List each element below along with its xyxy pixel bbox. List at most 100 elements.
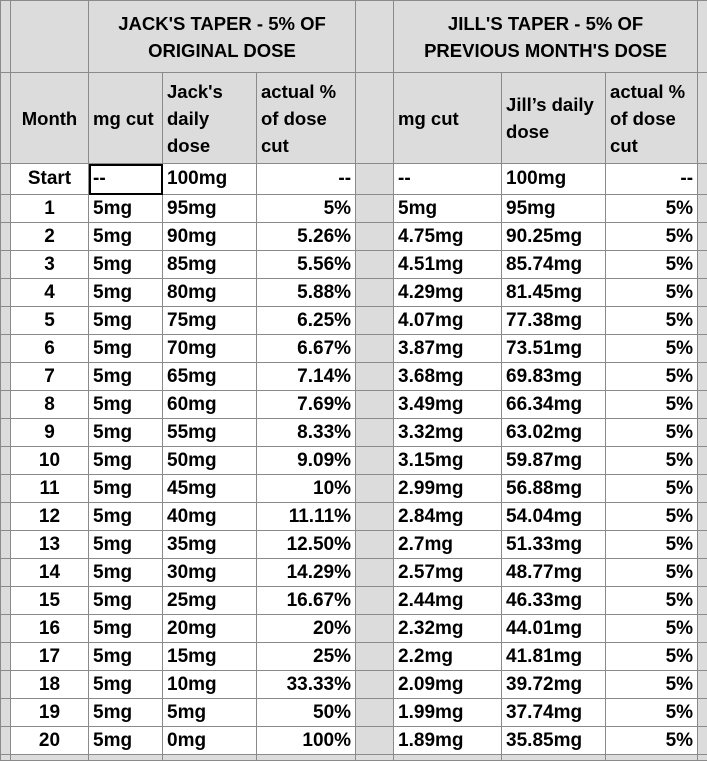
cell[interactable]: 81.45mg	[501, 278, 607, 307]
cell[interactable]: 5%	[605, 670, 699, 699]
cell[interactable]: 5mg	[88, 194, 163, 223]
cell[interactable]: 5%	[605, 362, 699, 391]
cell[interactable]: 60mg	[162, 390, 257, 419]
cell[interactable]: 100mg	[162, 163, 257, 195]
cell[interactable]: 5%	[605, 698, 699, 727]
cell[interactable]: Start	[10, 163, 89, 195]
cell[interactable]: 4.29mg	[393, 278, 503, 307]
cell[interactable]: 2.84mg	[393, 502, 503, 531]
cell[interactable]: JACK'S TAPER - 5% OF ORIGINAL DOSE	[87, 0, 357, 73]
cell[interactable]: 5%	[605, 334, 699, 363]
cell[interactable]: 4.75mg	[393, 222, 503, 251]
cell[interactable]: Jill’s daily dose	[501, 72, 607, 164]
cell[interactable]: 20%	[255, 614, 357, 643]
cell[interactable]: 5.26%	[255, 222, 357, 251]
cell[interactable]: 70mg	[162, 334, 257, 363]
cell[interactable]: 80mg	[162, 278, 257, 307]
cell[interactable]: 19	[10, 698, 89, 727]
cell[interactable]: 3.32mg	[393, 418, 503, 447]
cell[interactable]: 6.25%	[255, 306, 357, 335]
cell[interactable]: 6	[10, 334, 89, 363]
cell[interactable]: 5%	[605, 194, 699, 223]
cell[interactable]: --	[255, 163, 357, 195]
cell[interactable]: 2.32mg	[393, 614, 503, 643]
cell[interactable]: 5%	[605, 726, 699, 755]
cell[interactable]: 15mg	[162, 642, 257, 671]
cell[interactable]: 66.34mg	[501, 390, 607, 419]
cell[interactable]: 12.50%	[255, 530, 357, 559]
cell[interactable]: 95mg	[162, 194, 257, 223]
cell[interactable]: 7	[10, 362, 89, 391]
cell[interactable]: 20mg	[162, 614, 257, 643]
cell[interactable]: 25%	[255, 642, 357, 671]
cell[interactable]: 16	[10, 614, 89, 643]
cell[interactable]: 13	[10, 530, 89, 559]
cell[interactable]: 5mg	[88, 306, 163, 335]
cell[interactable]: 5mg	[88, 390, 163, 419]
cell[interactable]: 7.69%	[255, 390, 357, 419]
cell[interactable]: 35mg	[162, 530, 257, 559]
cell[interactable]: 2.7mg	[393, 530, 503, 559]
cell[interactable]: 55mg	[162, 418, 257, 447]
cell[interactable]: 20	[10, 726, 89, 755]
cell[interactable]: 51.33mg	[501, 530, 607, 559]
cell[interactable]: 5mg	[88, 474, 163, 503]
cell[interactable]: 45mg	[162, 474, 257, 503]
cell[interactable]: 3	[10, 250, 89, 279]
cell[interactable]: 100mg	[501, 163, 607, 195]
cell[interactable]: 30mg	[162, 558, 257, 587]
cell[interactable]: 14	[10, 558, 89, 587]
cell[interactable]: 5mg	[88, 586, 163, 615]
cell[interactable]: 3.15mg	[393, 446, 503, 475]
cell[interactable]: 1.89mg	[393, 726, 503, 755]
cell[interactable]: 3.49mg	[393, 390, 503, 419]
cell[interactable]: 2.99mg	[393, 474, 503, 503]
cell[interactable]: 85.74mg	[501, 250, 607, 279]
cell[interactable]: 5mg	[88, 558, 163, 587]
cell[interactable]: actual % of dose cut	[605, 72, 699, 164]
cell[interactable]: 5%	[605, 642, 699, 671]
cell[interactable]: mg cut	[393, 72, 503, 164]
cell[interactable]: 40mg	[162, 502, 257, 531]
cell[interactable]: 15	[10, 586, 89, 615]
cell[interactable]: 5mg	[162, 698, 257, 727]
cell[interactable]: 5mg	[88, 614, 163, 643]
cell[interactable]: 5	[10, 306, 89, 335]
cell[interactable]: 33.33%	[255, 670, 357, 699]
cell[interactable]: 8.33%	[255, 418, 357, 447]
cell[interactable]: 5%	[605, 614, 699, 643]
cell[interactable]: 17	[10, 642, 89, 671]
cell[interactable]: 11	[10, 474, 89, 503]
cell[interactable]: 5mg	[88, 418, 163, 447]
cell[interactable]: 5.56%	[255, 250, 357, 279]
cell[interactable]: 5%	[605, 586, 699, 615]
cell[interactable]: 5mg	[88, 670, 163, 699]
cell[interactable]: 5mg	[88, 362, 163, 391]
cell[interactable]: 5mg	[88, 726, 163, 755]
cell[interactable]: 69.83mg	[501, 362, 607, 391]
cell[interactable]: mg cut	[88, 72, 163, 164]
cell[interactable]: 2	[10, 222, 89, 251]
cell[interactable]: 5.88%	[255, 278, 357, 307]
cell[interactable]: 18	[10, 670, 89, 699]
cell[interactable]: 5mg	[88, 334, 163, 363]
cell[interactable]: 63.02mg	[501, 418, 607, 447]
cell[interactable]: 10	[10, 446, 89, 475]
cell[interactable]: 41.81mg	[501, 642, 607, 671]
cell[interactable]: 2.2mg	[393, 642, 503, 671]
cell[interactable]: 95mg	[501, 194, 607, 223]
cell[interactable]: 14.29%	[255, 558, 357, 587]
cell[interactable]: 5%	[605, 446, 699, 475]
cell[interactable]: 5mg	[88, 502, 163, 531]
cell[interactable]: 2.09mg	[393, 670, 503, 699]
cell[interactable]: 5%	[605, 390, 699, 419]
cell[interactable]: 12	[10, 502, 89, 531]
cell[interactable]: --	[605, 163, 699, 195]
cell[interactable]: 5mg	[88, 446, 163, 475]
cell[interactable]: 5mg	[393, 194, 503, 223]
cell[interactable]: JILL'S TAPER - 5% OF PREVIOUS MONTH'S DO…	[393, 0, 699, 73]
cell[interactable]: 2.57mg	[393, 558, 503, 587]
cell[interactable]: 5%	[605, 250, 699, 279]
cell[interactable]: 5mg	[88, 222, 163, 251]
cell[interactable]: 50mg	[162, 446, 257, 475]
